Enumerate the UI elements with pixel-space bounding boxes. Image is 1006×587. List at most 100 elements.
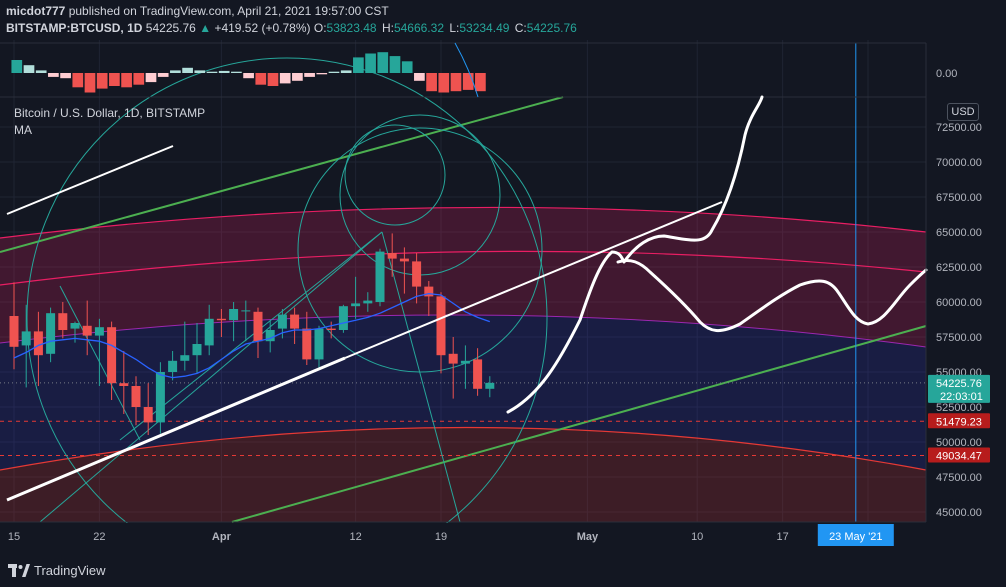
price-tick-label: 70000.00 [936, 157, 982, 169]
candle-body [399, 258, 409, 262]
candle-body [241, 310, 251, 312]
volume-bar [340, 70, 352, 73]
candle-body [485, 382, 495, 389]
candle-body [412, 261, 422, 287]
candle-body [375, 251, 385, 302]
volume-bar [96, 73, 108, 89]
ma-indicator-label[interactable]: MA [14, 123, 32, 137]
candle-body [21, 331, 31, 346]
price-change: +419.52 (+0.78%) [214, 21, 311, 35]
axes: 0.0045000.0047500.0050000.0052500.005500… [0, 43, 1006, 556]
price-label-bg [928, 374, 990, 403]
volume-bar [170, 70, 181, 73]
drawing-tools [0, 43, 927, 579]
candle-body [351, 303, 361, 307]
high-value: 54666.32 [393, 21, 444, 35]
footer: TradingView [0, 556, 1006, 587]
time-tick-label: 12 [349, 531, 361, 543]
volume-bar [121, 73, 132, 88]
volume-bar [426, 73, 437, 92]
volume-bar [462, 73, 474, 90]
volume-bar [255, 73, 267, 85]
middle-blue-band [0, 314, 926, 470]
projection-drawings [6, 95, 928, 502]
volume-bar [157, 73, 169, 77]
volume-bar [35, 70, 47, 73]
green-trend-lower [231, 325, 927, 523]
volume-bar [292, 73, 303, 81]
volume-signal-line [454, 42, 479, 98]
volume-bar [48, 73, 59, 77]
volume-bar [389, 56, 401, 73]
candle-body [204, 318, 214, 346]
brand-name[interactable]: TradingView [34, 563, 106, 578]
price-tick-label: 72500.00 [936, 122, 982, 134]
last-price: 54225.76 [145, 21, 196, 35]
time-tick-label: 19 [435, 531, 447, 543]
price-label-bg [928, 413, 990, 429]
volume-bar [194, 70, 206, 73]
candle-body [290, 314, 300, 329]
candle-body [436, 296, 446, 356]
author-name[interactable]: micdot777 [6, 4, 66, 18]
candle-body [473, 359, 483, 389]
countdown-label-text: 22:03:01 [940, 391, 983, 403]
price-tick-label: 52500.00 [936, 402, 982, 414]
candle-body [180, 355, 190, 361]
volume-bar [365, 53, 376, 73]
candle-body [338, 306, 348, 330]
low-label: L: [449, 21, 460, 35]
volume-bar [60, 73, 71, 79]
price-label-bg [928, 447, 990, 463]
volume-bar [23, 65, 35, 73]
time-tick-label: Apr [212, 531, 232, 543]
candle-body [9, 316, 19, 347]
channel-arc-mid [0, 314, 927, 348]
candle-body [46, 313, 56, 354]
channel-arc-low [0, 426, 927, 471]
candle-body [168, 360, 178, 372]
currency-button[interactable]: USD [947, 103, 979, 121]
volume-bar [328, 71, 340, 73]
close-value: 54225.76 [526, 21, 577, 35]
time-tick-label: May [577, 531, 599, 543]
grid [0, 40, 926, 522]
volume-bar [475, 73, 486, 92]
candle-body [448, 353, 458, 364]
price-tick-label: 67500.00 [936, 192, 982, 204]
volume-bar [414, 73, 425, 81]
volume-bar [72, 73, 84, 88]
time-tick-label: 17 [776, 531, 788, 543]
tradingview-logo-icon[interactable] [8, 564, 30, 578]
price-tick-label: 45000.00 [936, 507, 982, 519]
volume-histogram [0, 42, 926, 98]
time-tick-label: 10 [691, 531, 703, 543]
publish-info: micdot777 published on TradingView.com, … [6, 4, 389, 18]
high-label: H: [381, 21, 394, 35]
volume-bar [182, 67, 193, 73]
open-label: O: [313, 21, 327, 35]
candle-body [363, 300, 373, 304]
volume-bar [145, 73, 157, 83]
candle-body [192, 344, 202, 356]
date-marker-text: 23 May '21 [829, 531, 882, 543]
time-tick-label: 15 [8, 531, 20, 543]
volume-bar [279, 73, 291, 84]
candle-body [460, 360, 470, 364]
symbol-legend: BITSTAMP:BTCUSD, 1D 54225.76 ▲ +419.52 (… [6, 21, 579, 35]
volume-bar [206, 71, 218, 73]
fib-ray-2 [381, 231, 461, 523]
moving-average-line [13, 292, 491, 379]
ma-polyline [13, 292, 491, 379]
channel-arc-2 [0, 250, 927, 286]
candle-body [277, 314, 287, 329]
volume-bar [109, 73, 120, 86]
white-trend-thick [6, 356, 346, 502]
volume-bar [450, 73, 462, 92]
volume-bar [11, 60, 23, 73]
green-trend-upper [0, 96, 564, 253]
date-marker-badge [817, 524, 894, 546]
candle-body [82, 325, 92, 336]
symbol-name[interactable]: BITSTAMP:BTCUSD, 1D [6, 21, 143, 35]
